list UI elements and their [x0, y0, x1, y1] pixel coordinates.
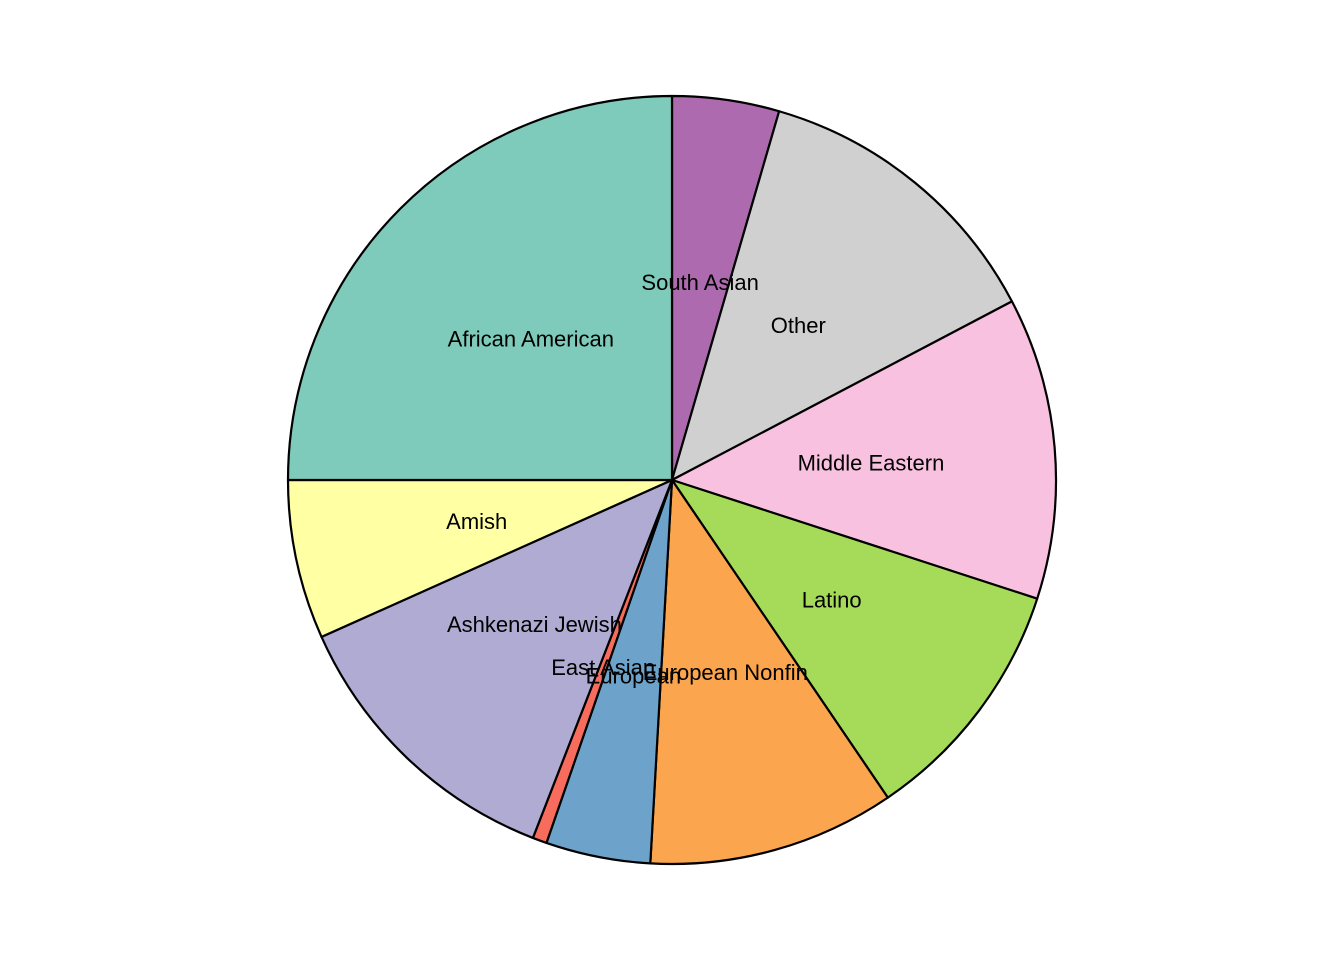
pie-slices: [286, 94, 1058, 866]
pie-slice-middle-eastern: [670, 300, 1058, 600]
pie-label-latino: Latino: [802, 587, 862, 612]
pie-label-amish: Amish: [446, 509, 507, 534]
pie-label-other: Other: [771, 313, 826, 338]
pie-slice-ashkenazi-jewish: [320, 478, 674, 840]
pie-label-middle-eastern: Middle Eastern: [798, 451, 945, 476]
pie-slice-other: [670, 110, 1014, 482]
pie-label-african-american: African American: [448, 326, 614, 351]
pie-slice-amish: [286, 478, 674, 639]
pie-slice-latino: [670, 478, 1039, 799]
pie-label-east-asian: East Asian: [551, 655, 655, 680]
pie-label-european: European: [586, 663, 681, 688]
pie-slice-european-nonfin: [649, 478, 889, 866]
pie-label-european-nonfin: European Nonfin: [643, 660, 808, 685]
pie-label-south-asian: South Asian: [641, 270, 758, 295]
pie-label-ashkenazi-jewish: Ashkenazi Jewish: [447, 612, 622, 637]
pie-labels: South Asian Other Middle Eastern Latino Euro…: [446, 270, 944, 689]
pie-slice-african-american: [286, 94, 674, 482]
